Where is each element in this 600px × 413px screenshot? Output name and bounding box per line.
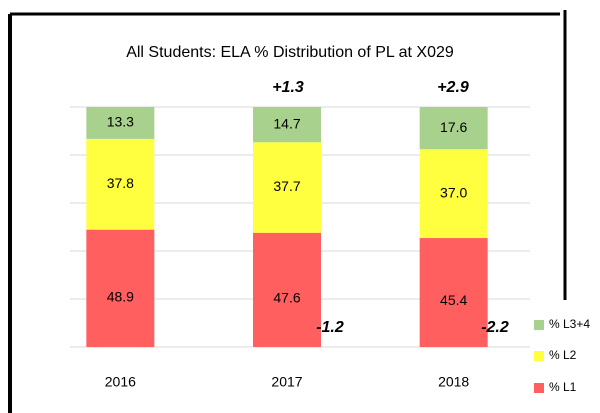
data-label: 37.8 [107,175,134,191]
bar-segment [253,142,321,233]
bar-segment [253,232,321,347]
annotation: -1.2 [316,319,344,336]
data-label: 37.7 [273,178,300,194]
x-tick-label: 2016 [105,374,136,390]
legend-swatch [534,351,544,361]
data-label: 47.6 [273,290,300,306]
data-label: 17.6 [440,119,467,135]
bar-segment [86,107,155,139]
data-label: 14.7 [273,115,300,131]
data-label: 45.4 [440,292,467,308]
legend-label: % L2 [549,348,577,362]
bar-segment [419,107,488,150]
data-label: 37.0 [440,184,467,200]
x-tick-label: 2017 [271,374,302,390]
bar-segment [419,238,488,347]
legend-swatch [534,383,544,393]
bar-segment [86,138,155,230]
chart-title: All Students: ELA % Distribution of PL a… [126,44,454,61]
legend-label: % L3+4 [549,317,590,331]
x-tick-label: 2018 [438,374,469,390]
bar-segment [253,107,321,143]
bar-segment [86,229,155,347]
data-label: 48.9 [107,288,134,304]
annotation: -2.2 [481,319,509,336]
legend-swatch [534,320,544,330]
data-label: 13.3 [107,114,134,130]
annotation: +1.3 [272,79,304,96]
annotation: +2.9 [437,79,469,96]
legend-label: % L1 [549,380,577,394]
bar-segment [419,149,488,239]
